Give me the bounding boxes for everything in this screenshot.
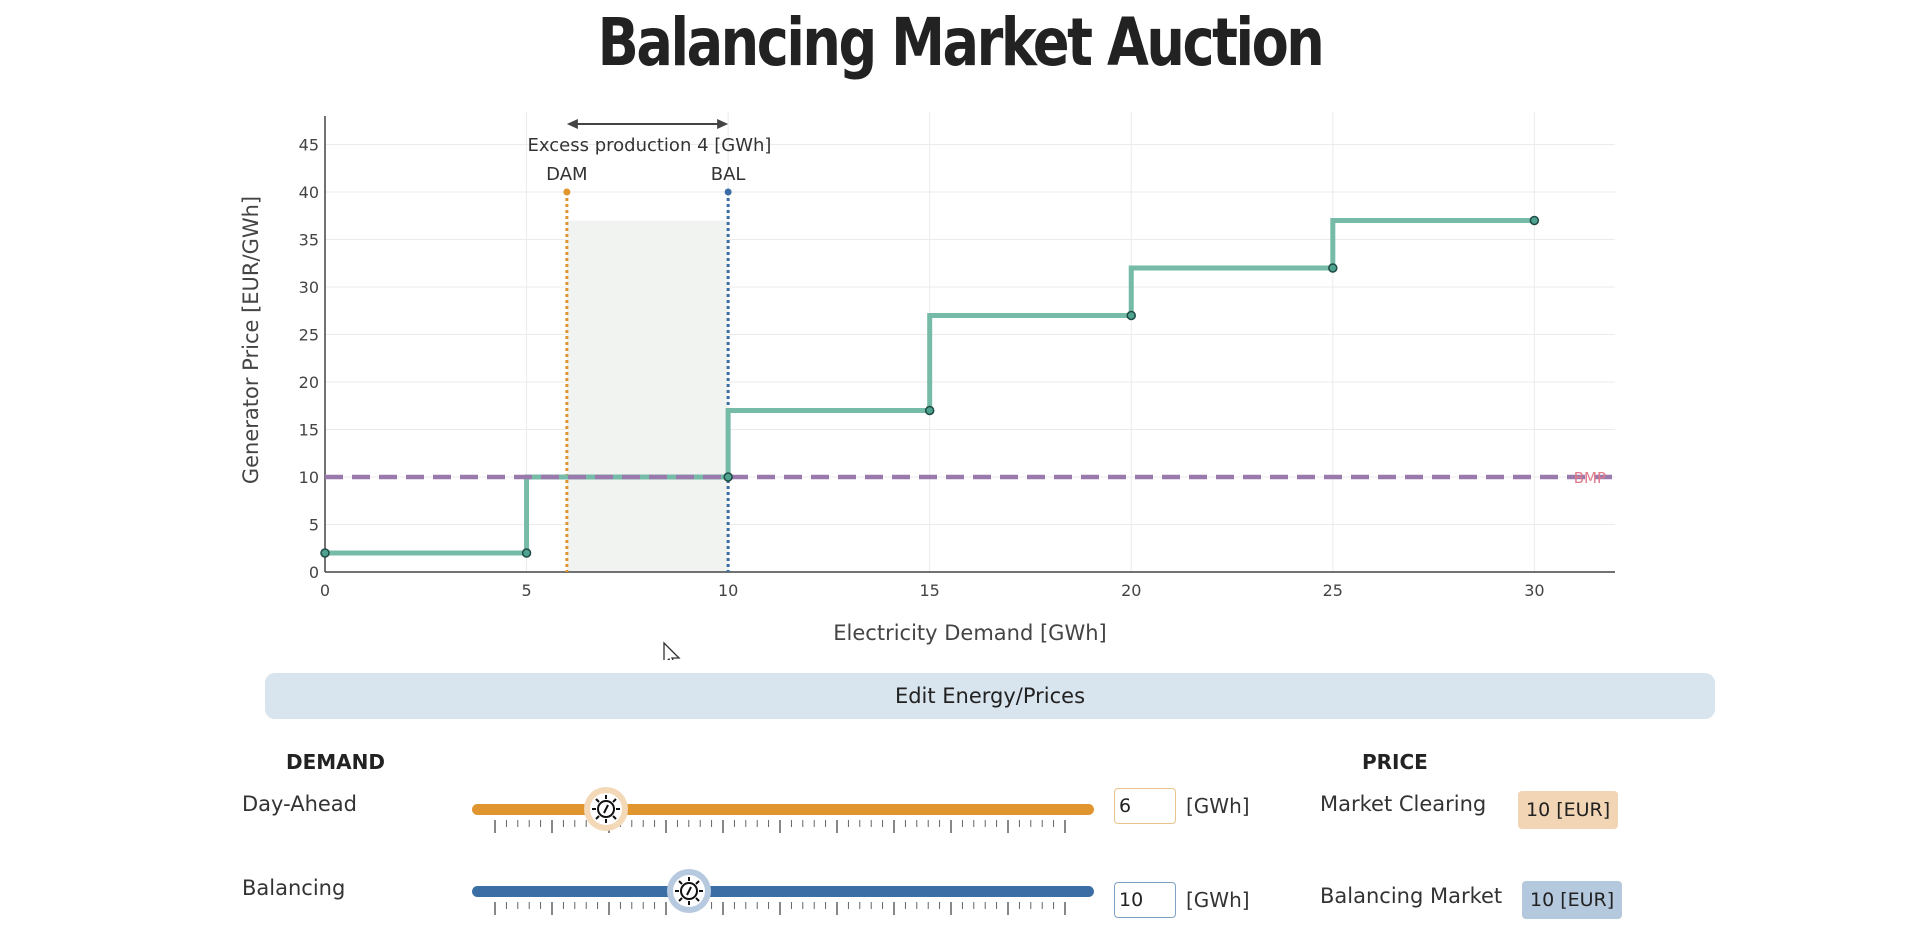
mouse-pointer-icon	[663, 641, 681, 660]
bal-line-label: BAL	[711, 164, 746, 185]
annotation-arrow-right	[717, 119, 729, 129]
balancing-unit: [GWh]	[1186, 888, 1250, 912]
balancing-label: Balancing	[242, 876, 346, 900]
supply-curve-marker	[1328, 263, 1338, 273]
balancing-slider-ticks	[494, 902, 1066, 915]
y-tick-label: 40	[299, 183, 319, 202]
day-ahead-unit: [GWh]	[1186, 794, 1250, 818]
y-tick-label: 35	[299, 231, 319, 250]
x-tick-label: 5	[521, 581, 531, 600]
supply-curve-marker	[320, 548, 330, 558]
price-heading: PRICE	[1362, 750, 1428, 774]
x-tick-label: 10	[718, 581, 738, 600]
y-tick-label: 20	[299, 373, 319, 392]
supply-curve-marker	[1529, 215, 1540, 226]
balancing-market-label: Balancing Market	[1320, 884, 1503, 908]
supply-curve-marker	[521, 548, 532, 558]
supply-curve-line	[325, 218, 1535, 556]
chart-marks	[320, 119, 1615, 572]
y-tick-label: 5	[309, 516, 319, 535]
excess-production-region	[566, 220, 729, 572]
x-tick-label: 30	[1524, 581, 1544, 600]
y-tick-label: 15	[299, 421, 319, 440]
day-ahead-slider-track[interactable]	[472, 804, 1094, 815]
x-tick-label: 15	[920, 581, 940, 600]
x-tick-label: 20	[1121, 581, 1141, 600]
excess-production-annotation: Excess production 4 [GWh]	[528, 135, 772, 156]
page-title: Balancing Market Auction	[597, 4, 1325, 81]
day-ahead-input[interactable]	[1114, 788, 1176, 824]
day-ahead-slider-thumb[interactable]	[584, 787, 629, 831]
chart-axes	[324, 116, 1615, 573]
y-tick-label: 45	[299, 136, 319, 155]
chart-labels: 0 5 10 15 20 25 30 35 40 45 0 5 10 15 20 25 30	[299, 136, 1545, 601]
x-axis-title: Electricity Demand [GWh]	[833, 621, 1106, 645]
balancing-market-value: 10 [EUR]	[1522, 881, 1623, 919]
x-tick-label: 25	[1323, 581, 1343, 600]
market-clearing-label: Market Clearing	[1320, 792, 1487, 816]
y-tick-label: 25	[299, 326, 319, 345]
supply-curve-marker	[723, 472, 733, 482]
sun-dial-icon	[592, 795, 621, 823]
x-tick-label: 0	[320, 581, 330, 600]
chart-grid	[325, 112, 1615, 572]
balancing-input[interactable]	[1114, 882, 1176, 918]
bmp-line-label: BMP	[1574, 469, 1606, 487]
chart: 0 5 10 15 20 25 30 35 40 45 0 5 10 15 20 25 30 Electrici…	[239, 112, 1615, 660]
bal-top-marker	[724, 188, 732, 196]
edit-energy-prices-button[interactable]: Edit Energy/Prices	[265, 673, 1715, 719]
day-ahead-label: Day-Ahead	[242, 792, 358, 816]
y-tick-label: 10	[299, 468, 319, 487]
sun-dial-icon	[675, 877, 704, 905]
supply-curve-marker	[1126, 310, 1136, 321]
balancing-slider-thumb[interactable]	[667, 869, 712, 913]
demand-heading: DEMAND	[286, 750, 385, 774]
y-tick-label: 0	[309, 563, 319, 582]
dam-top-marker	[563, 188, 571, 196]
dam-line-label: DAM	[546, 164, 587, 185]
y-axis-title: Generator Price [EUR/GWh]	[239, 196, 263, 484]
day-ahead-slider-ticks	[494, 820, 1066, 833]
balancing-slider-track[interactable]	[472, 886, 1094, 897]
annotation-arrow-left	[566, 119, 578, 129]
supply-curve-marker	[924, 405, 935, 416]
y-tick-label: 30	[299, 278, 319, 297]
market-clearing-value: 10 [EUR]	[1518, 791, 1619, 829]
